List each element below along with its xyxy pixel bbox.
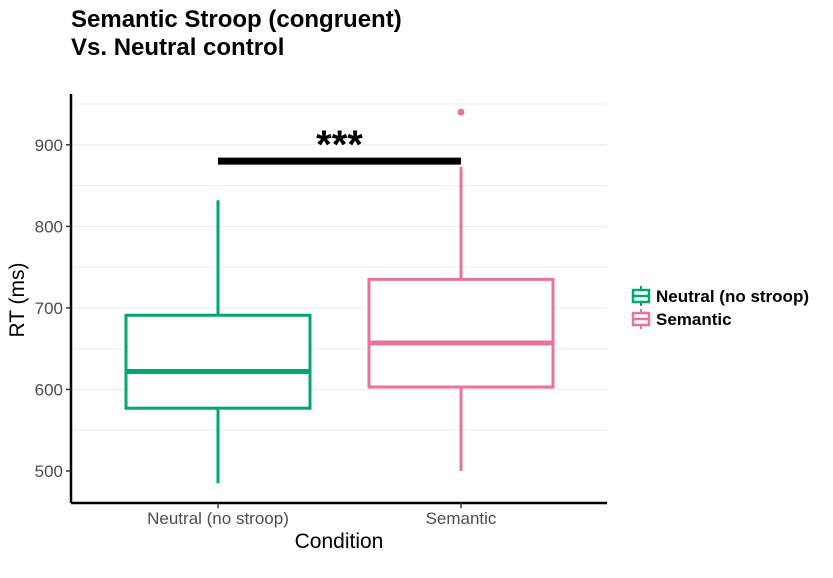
- legend: Neutral (no stroop) Semantic: [631, 286, 809, 329]
- x-tick-labels: Neutral (no stroop) Semantic: [147, 503, 497, 528]
- y-tick-labels: 500 600 700 800 900: [35, 136, 71, 481]
- legend-label: Semantic: [656, 310, 732, 329]
- significance-annotation: ***: [218, 123, 461, 167]
- y-tick-label: 700: [35, 299, 63, 318]
- box-neutral: [124, 200, 312, 484]
- y-axis-title: RT (ms): [6, 262, 29, 337]
- box-body: [124, 313, 312, 410]
- legend-item-semantic: Semantic: [631, 309, 732, 329]
- outlier-point: [457, 108, 465, 116]
- x-axis-title: Condition: [295, 530, 384, 553]
- y-tick-label: 500: [35, 462, 63, 481]
- y-tick-label: 900: [35, 136, 63, 155]
- significance-label: ***: [316, 123, 363, 167]
- chart-title-line2: Vs. Neutral control: [71, 34, 285, 61]
- legend-item-neutral: Neutral (no stroop): [631, 286, 809, 306]
- x-tick-label: Neutral (no stroop): [147, 509, 289, 528]
- chart-title-line1: Semantic Stroop (congruent): [71, 6, 402, 33]
- y-tick-label: 600: [35, 380, 63, 399]
- y-tick-label: 800: [35, 217, 63, 236]
- box-body: [367, 277, 555, 389]
- x-tick-label: Semantic: [426, 509, 497, 528]
- legend-label: Neutral (no stroop): [656, 287, 809, 306]
- axes: [69, 94, 607, 505]
- box-semantic: [367, 108, 555, 471]
- chart-title: Semantic Stroop (congruent) Vs. Neutral …: [71, 6, 402, 62]
- box-series: [124, 108, 555, 484]
